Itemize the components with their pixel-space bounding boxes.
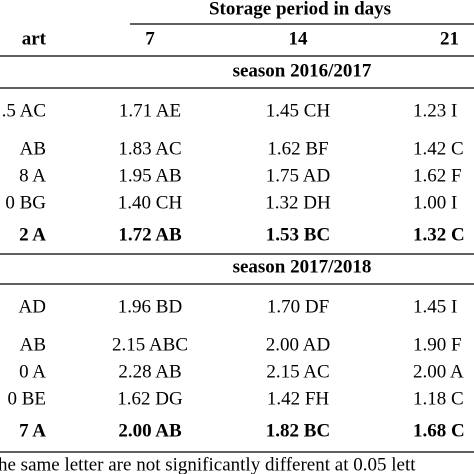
table-cell: 1.71 AE [119,100,181,121]
header-title: Storage period in days [209,0,391,19]
column-header: 21 [440,28,459,49]
column-header: 7 [145,28,155,49]
table-cell: 1.75 AD [266,165,330,186]
table-cell: 1.62 BF [267,138,328,159]
table-cell: 2.00 AB [118,420,182,441]
section-title: season 2017/2018 [233,256,372,277]
table-cell: 1.00 I [413,192,457,213]
table-cell: 8 A [19,165,46,186]
table-cell: 1.90 F [413,334,462,355]
table-cell: AB [20,334,46,355]
table-cell: 1.96 BD [118,296,182,317]
table-cell: 1.18 C [413,388,464,409]
table-cell: 1.45 CH [266,100,331,121]
table-cell: 2.00 A [413,361,464,382]
table-cell: 1.23 I [413,100,457,121]
table-cell: 1.45 I [413,296,457,317]
column-header: art [22,28,47,49]
table-cell: 1.70 DF [267,296,329,317]
table-cell: 1.72 AB [118,224,182,245]
table-cell: 0 BE [7,388,46,409]
table-cell: 1.83 AC [118,138,181,159]
section-title: season 2016/2017 [233,60,372,81]
table-cell: 1.95 AB [118,165,181,186]
table-cell: 1.32 DH [265,192,331,213]
table-cell: 0 A [19,361,46,382]
footnote: he same letter are not significantly dif… [0,454,416,474]
table-cell: 1.53 BC [266,224,330,245]
table-cell: 7 A [19,420,46,441]
table-cell: 1.42 C [413,138,464,159]
table-cell: 2.15 AC [266,361,329,382]
table-cell: 2 A [19,224,46,245]
table-cell: 2.00 AD [266,334,330,355]
table-cell: 2.15 ABC [112,334,188,355]
table-cell: 0 BG [5,192,46,213]
table-cell: 1.62 F [413,165,462,186]
table-cell: .5 AC [2,100,46,121]
table-cell: 1.82 BC [266,420,330,441]
table-cell: 1.62 DG [117,388,183,409]
table-cell: 1.42 FH [267,388,330,409]
table-cell: 1.68 C [413,420,465,441]
table-cell: AD [19,296,46,317]
column-header: 14 [289,28,309,49]
table-cell: 2.28 AB [118,361,181,382]
table-cell: 1.32 C [413,224,465,245]
table-cell: AB [20,138,46,159]
table-cell: 1.40 CH [118,192,183,213]
